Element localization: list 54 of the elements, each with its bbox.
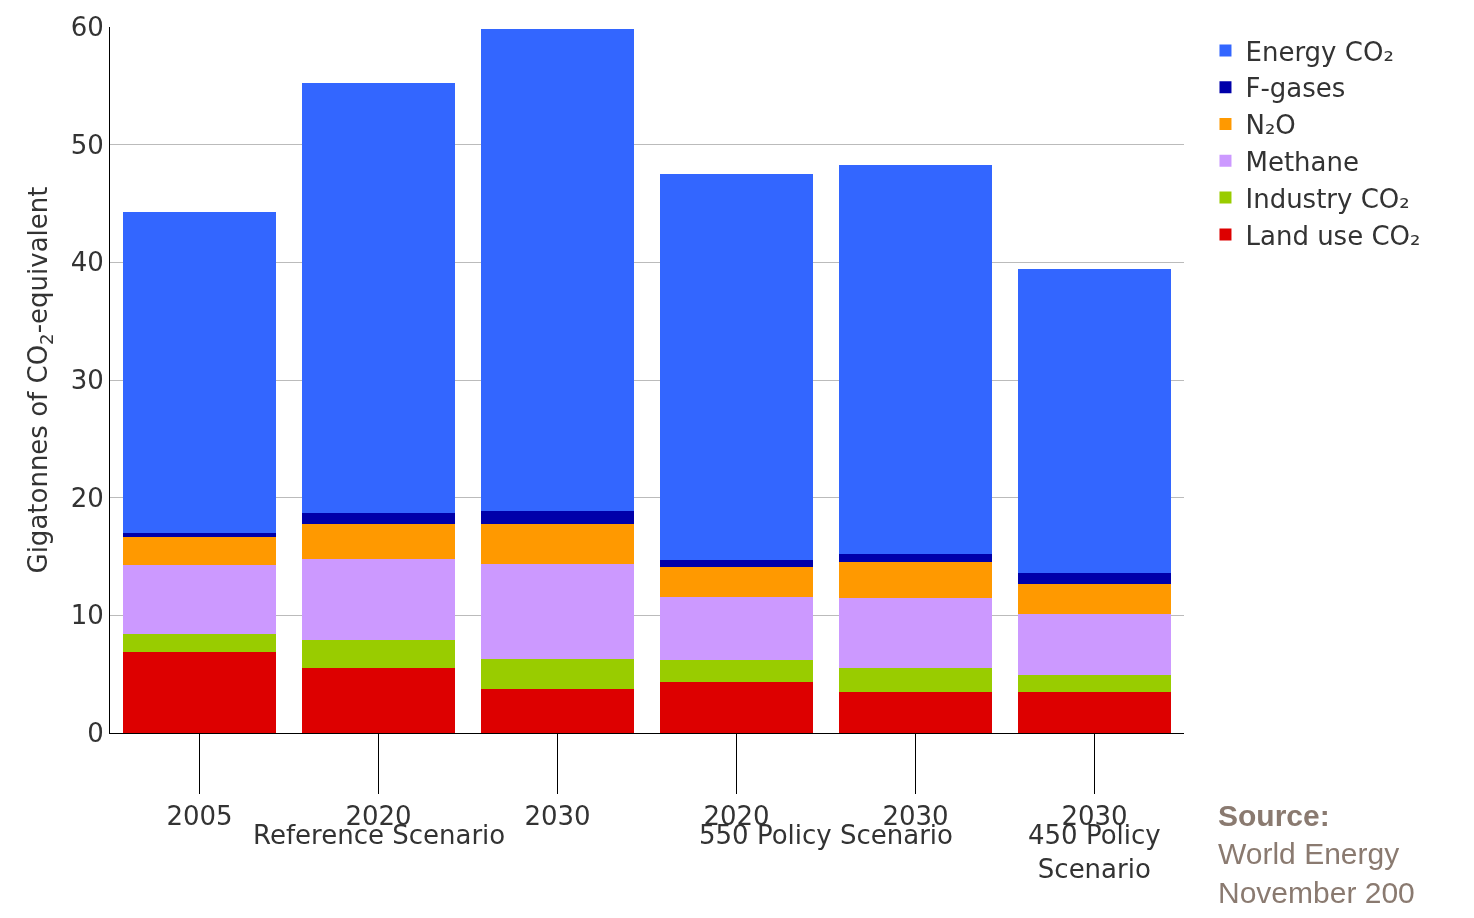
bar <box>123 211 276 533</box>
bar <box>660 682 813 733</box>
bar <box>481 563 634 659</box>
bar <box>839 554 992 563</box>
bar <box>839 668 992 692</box>
bar <box>302 512 455 524</box>
bar <box>481 510 634 524</box>
bar <box>302 523 455 559</box>
bar <box>302 558 455 641</box>
y-tick-label: 50 <box>70 129 104 160</box>
bar <box>839 691 992 733</box>
y-tick-label: 60 <box>70 12 104 43</box>
legend-label: F-gases <box>1245 73 1346 104</box>
legend-label: Industry CO₂ <box>1245 183 1410 214</box>
legend-label: Methane <box>1245 146 1359 177</box>
bar <box>123 532 276 537</box>
bar <box>660 560 813 568</box>
bar <box>839 164 992 555</box>
bar <box>123 536 276 565</box>
legend-label: N₂O <box>1245 110 1296 141</box>
bar <box>481 658 634 690</box>
bar <box>1018 675 1171 692</box>
bar <box>660 660 813 683</box>
source-note: Source: <box>1218 799 1330 832</box>
x-tick-label: 2005 <box>166 801 233 832</box>
bar <box>123 634 276 652</box>
bar <box>481 523 634 564</box>
bar <box>839 562 992 598</box>
bar <box>1018 691 1171 733</box>
text: November 200 <box>1218 876 1415 909</box>
y-tick-label: 20 <box>70 482 104 513</box>
bar <box>660 567 813 597</box>
bar <box>123 564 276 635</box>
y-tick-label: 10 <box>70 600 104 631</box>
bar <box>302 83 455 513</box>
y-tick-label: 30 <box>70 365 104 396</box>
y-tick-label: 0 <box>87 718 104 749</box>
text: World Energy <box>1218 837 1400 870</box>
bar <box>481 29 634 511</box>
bar <box>660 596 813 661</box>
bar <box>1018 269 1171 573</box>
legend-label: Land use CO₂ <box>1245 220 1421 251</box>
bar <box>839 597 992 669</box>
bar <box>302 640 455 669</box>
bar <box>302 668 455 733</box>
bar <box>660 174 813 561</box>
bar <box>1018 572 1171 584</box>
legend-label: Energy CO₂ <box>1245 36 1394 67</box>
y-tick-label: 40 <box>70 247 104 278</box>
x-tick-label: 2030 <box>524 801 591 832</box>
bar <box>1018 583 1171 615</box>
bar <box>1018 614 1171 676</box>
bar <box>123 651 276 733</box>
bar <box>481 689 634 733</box>
